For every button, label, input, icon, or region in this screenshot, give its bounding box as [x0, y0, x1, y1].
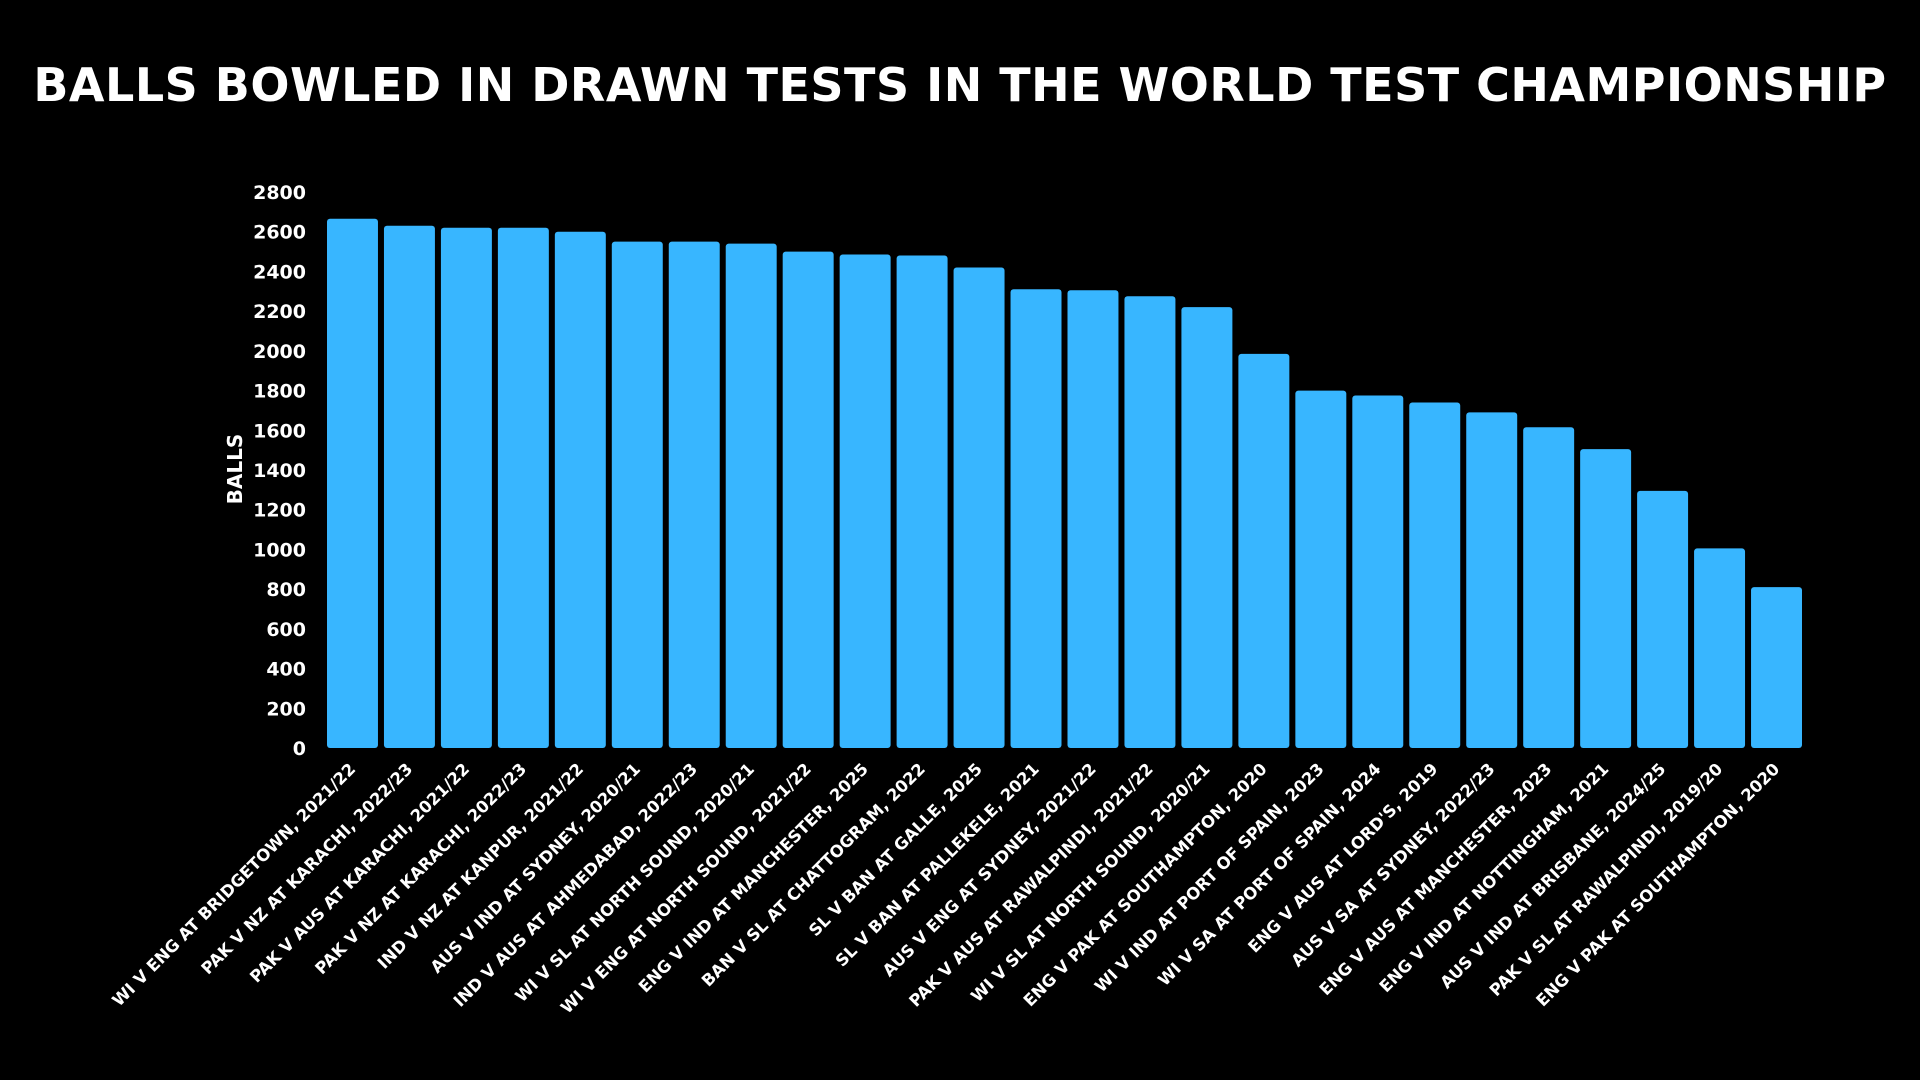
- bar: [1124, 296, 1176, 748]
- y-tick-label: 2200: [253, 301, 306, 323]
- y-tick-label: 2000: [253, 341, 306, 363]
- y-tick-label: 2600: [253, 222, 306, 244]
- y-tick-label: 400: [266, 659, 306, 681]
- x-category-label: IND V NZ AT KANPUR, 2021/22: [374, 759, 587, 972]
- y-tick-label: 200: [266, 698, 306, 720]
- bar: [497, 227, 549, 748]
- bars-group: [327, 218, 1802, 749]
- bar: [1067, 290, 1119, 748]
- bar: [1352, 395, 1404, 748]
- bar: [1751, 587, 1802, 748]
- bar: [1694, 548, 1746, 748]
- x-category-label: AUS V ENG AT SYDNEY, 2021/22: [879, 759, 1100, 980]
- bar: [725, 243, 777, 748]
- y-tick-label: 800: [266, 579, 306, 601]
- y-tick-label: 1800: [253, 381, 306, 403]
- x-category-label: PAK V NZ AT KARACHI, 2022/23: [197, 759, 416, 978]
- y-tick-label: 0: [293, 738, 306, 760]
- bar: [668, 241, 720, 748]
- bar: [1181, 307, 1233, 748]
- bar: [611, 241, 663, 748]
- bar: [839, 254, 891, 749]
- x-category-label: AUS V SA AT SYDNEY, 2022/23: [1288, 759, 1499, 970]
- bar: [1010, 289, 1062, 748]
- bar: [440, 227, 492, 748]
- bar: [1466, 412, 1518, 748]
- y-tick-label: 1000: [253, 539, 306, 561]
- y-axis-title: BALLS: [223, 434, 247, 505]
- bar: [1523, 427, 1575, 748]
- bar: [554, 231, 606, 748]
- bar: [896, 255, 948, 749]
- y-tick-label: 1600: [253, 420, 306, 442]
- bar: [1580, 449, 1632, 748]
- y-tick-label: 2400: [253, 261, 306, 283]
- bar: [953, 267, 1005, 748]
- x-category-label: SL V BAN AT PALLEKELE, 2021: [832, 759, 1043, 970]
- bar: [1295, 390, 1347, 748]
- y-axis-ticks: 0 200 400 600 800 1000 1200 1400 1600 1800 2000 220…: [253, 182, 306, 760]
- bar: [782, 251, 834, 749]
- y-tick-label: 2800: [253, 182, 306, 204]
- bar: [327, 218, 378, 749]
- bar: [1238, 353, 1290, 748]
- y-tick-label: 1200: [253, 500, 306, 522]
- bar: [1637, 490, 1689, 748]
- bar: [383, 225, 435, 748]
- x-category-label: PAK V NZ AT KARACHI, 2022/23: [311, 759, 530, 978]
- x-category-label: AUS V IND AT SYDNEY, 2020/21: [427, 759, 644, 976]
- chart-title: BALLS BOWLED IN DRAWN TESTS IN THE WORLD…: [33, 58, 1887, 112]
- bar: [1409, 402, 1461, 748]
- y-tick-label: 600: [266, 619, 306, 641]
- y-tick-label: 1400: [253, 460, 306, 482]
